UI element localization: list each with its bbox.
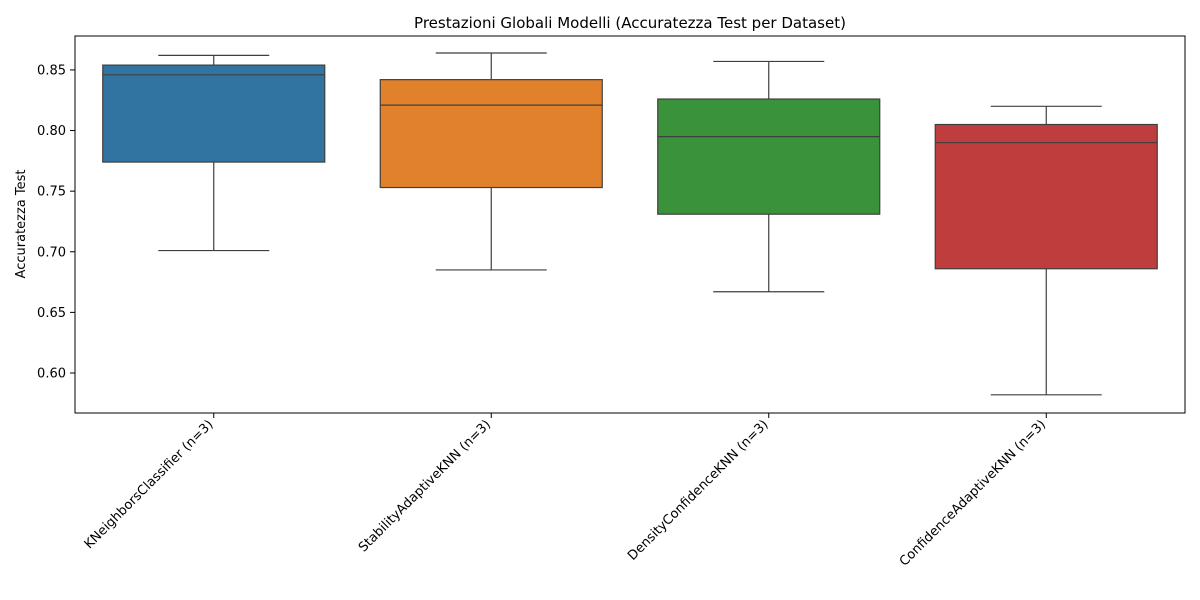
plot-area: 0.60 0.65 0.70 0.75 0.80 0.85 KNeighborsClassi…	[37, 52, 1158, 569]
x-tick-label: KNeighborsClassifier (n=3)	[82, 417, 217, 552]
box-1	[102, 64, 326, 163]
y-tick-label: 0.80	[37, 124, 66, 139]
chart-title: Prestazioni Globali Modelli (Accuratezza…	[414, 14, 846, 32]
x-tick-label: DensityConfidenceKNN (n=3)	[625, 417, 771, 563]
y-tick-label: 0.70	[37, 245, 66, 260]
box-2	[379, 79, 603, 189]
y-tick-label: 0.60	[37, 366, 66, 381]
y-tick-label: 0.65	[37, 306, 66, 321]
plot-frame	[74, 35, 1186, 414]
x-tick-label: ConfidenceAdaptiveKNN (n=3)	[897, 417, 1049, 569]
y-axis-label: Accuratezza Test	[14, 170, 29, 279]
y-tick-label: 0.75	[37, 185, 66, 200]
y-tick-label: 0.85	[37, 63, 66, 78]
box-3	[657, 98, 881, 215]
box-4	[934, 123, 1158, 270]
x-tick-label: StabilityAdaptiveKNN (n=3)	[356, 417, 494, 555]
